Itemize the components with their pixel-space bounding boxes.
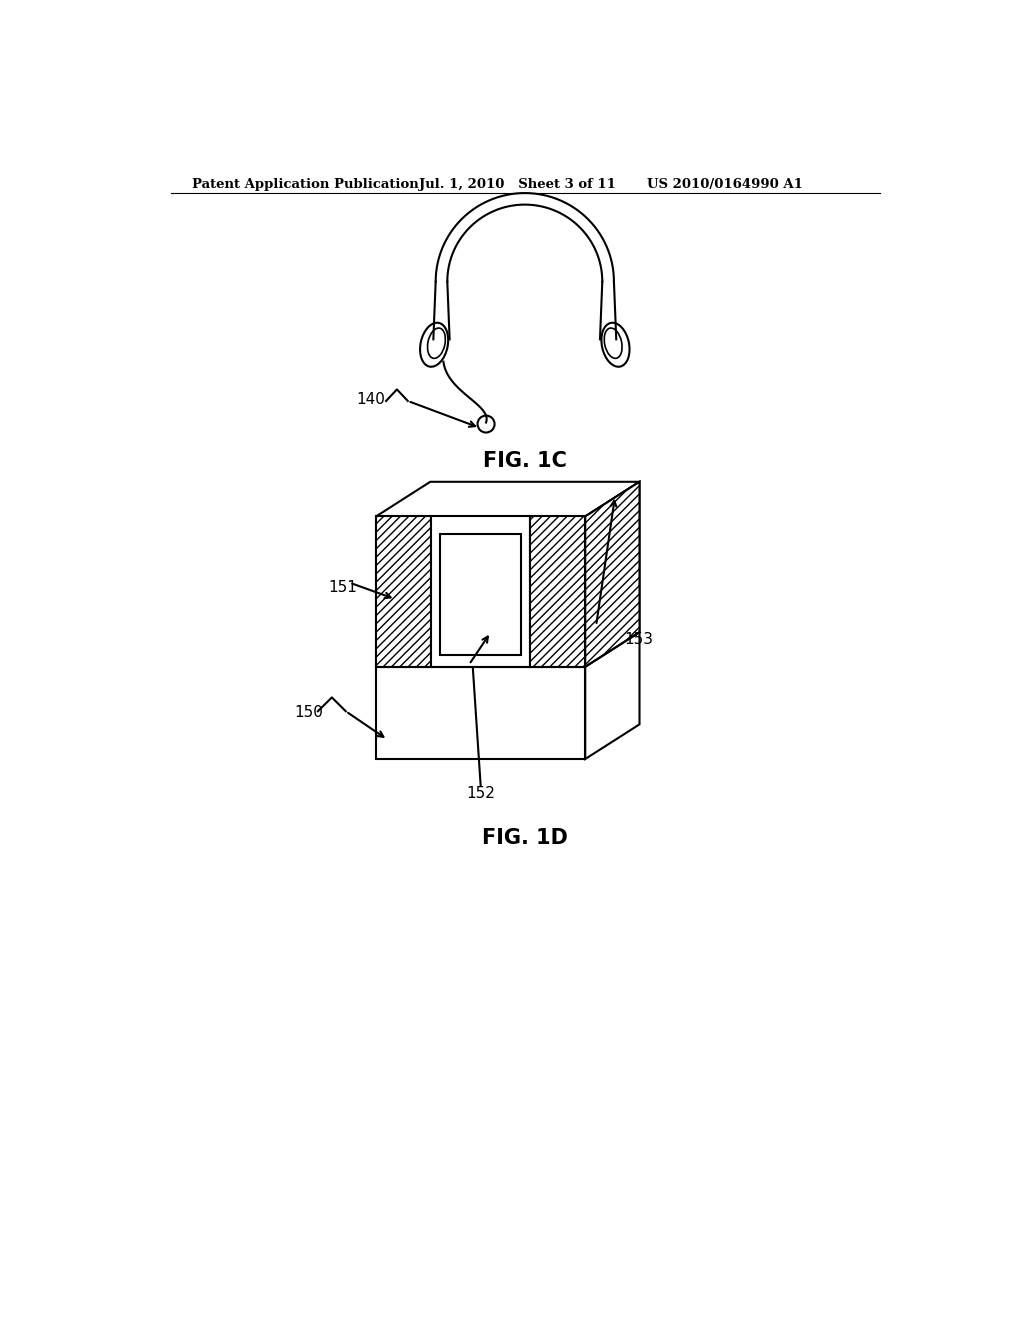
Text: US 2010/0164990 A1: US 2010/0164990 A1 <box>647 178 803 190</box>
Polygon shape <box>431 516 529 667</box>
Text: 152: 152 <box>466 785 495 801</box>
Text: FIG. 1C: FIG. 1C <box>483 451 566 471</box>
Text: Patent Application Publication: Patent Application Publication <box>191 178 418 190</box>
Text: 151: 151 <box>328 581 356 595</box>
Text: 150: 150 <box>295 705 324 721</box>
Polygon shape <box>376 482 640 516</box>
Text: FIG. 1D: FIG. 1D <box>482 829 567 849</box>
Polygon shape <box>376 516 431 667</box>
Text: Jul. 1, 2010   Sheet 3 of 11: Jul. 1, 2010 Sheet 3 of 11 <box>419 178 615 190</box>
Polygon shape <box>586 482 640 759</box>
Polygon shape <box>440 535 521 655</box>
Polygon shape <box>376 516 586 759</box>
Text: 140: 140 <box>356 392 385 407</box>
Polygon shape <box>529 516 586 667</box>
Text: 153: 153 <box>624 632 653 647</box>
Polygon shape <box>586 482 640 667</box>
